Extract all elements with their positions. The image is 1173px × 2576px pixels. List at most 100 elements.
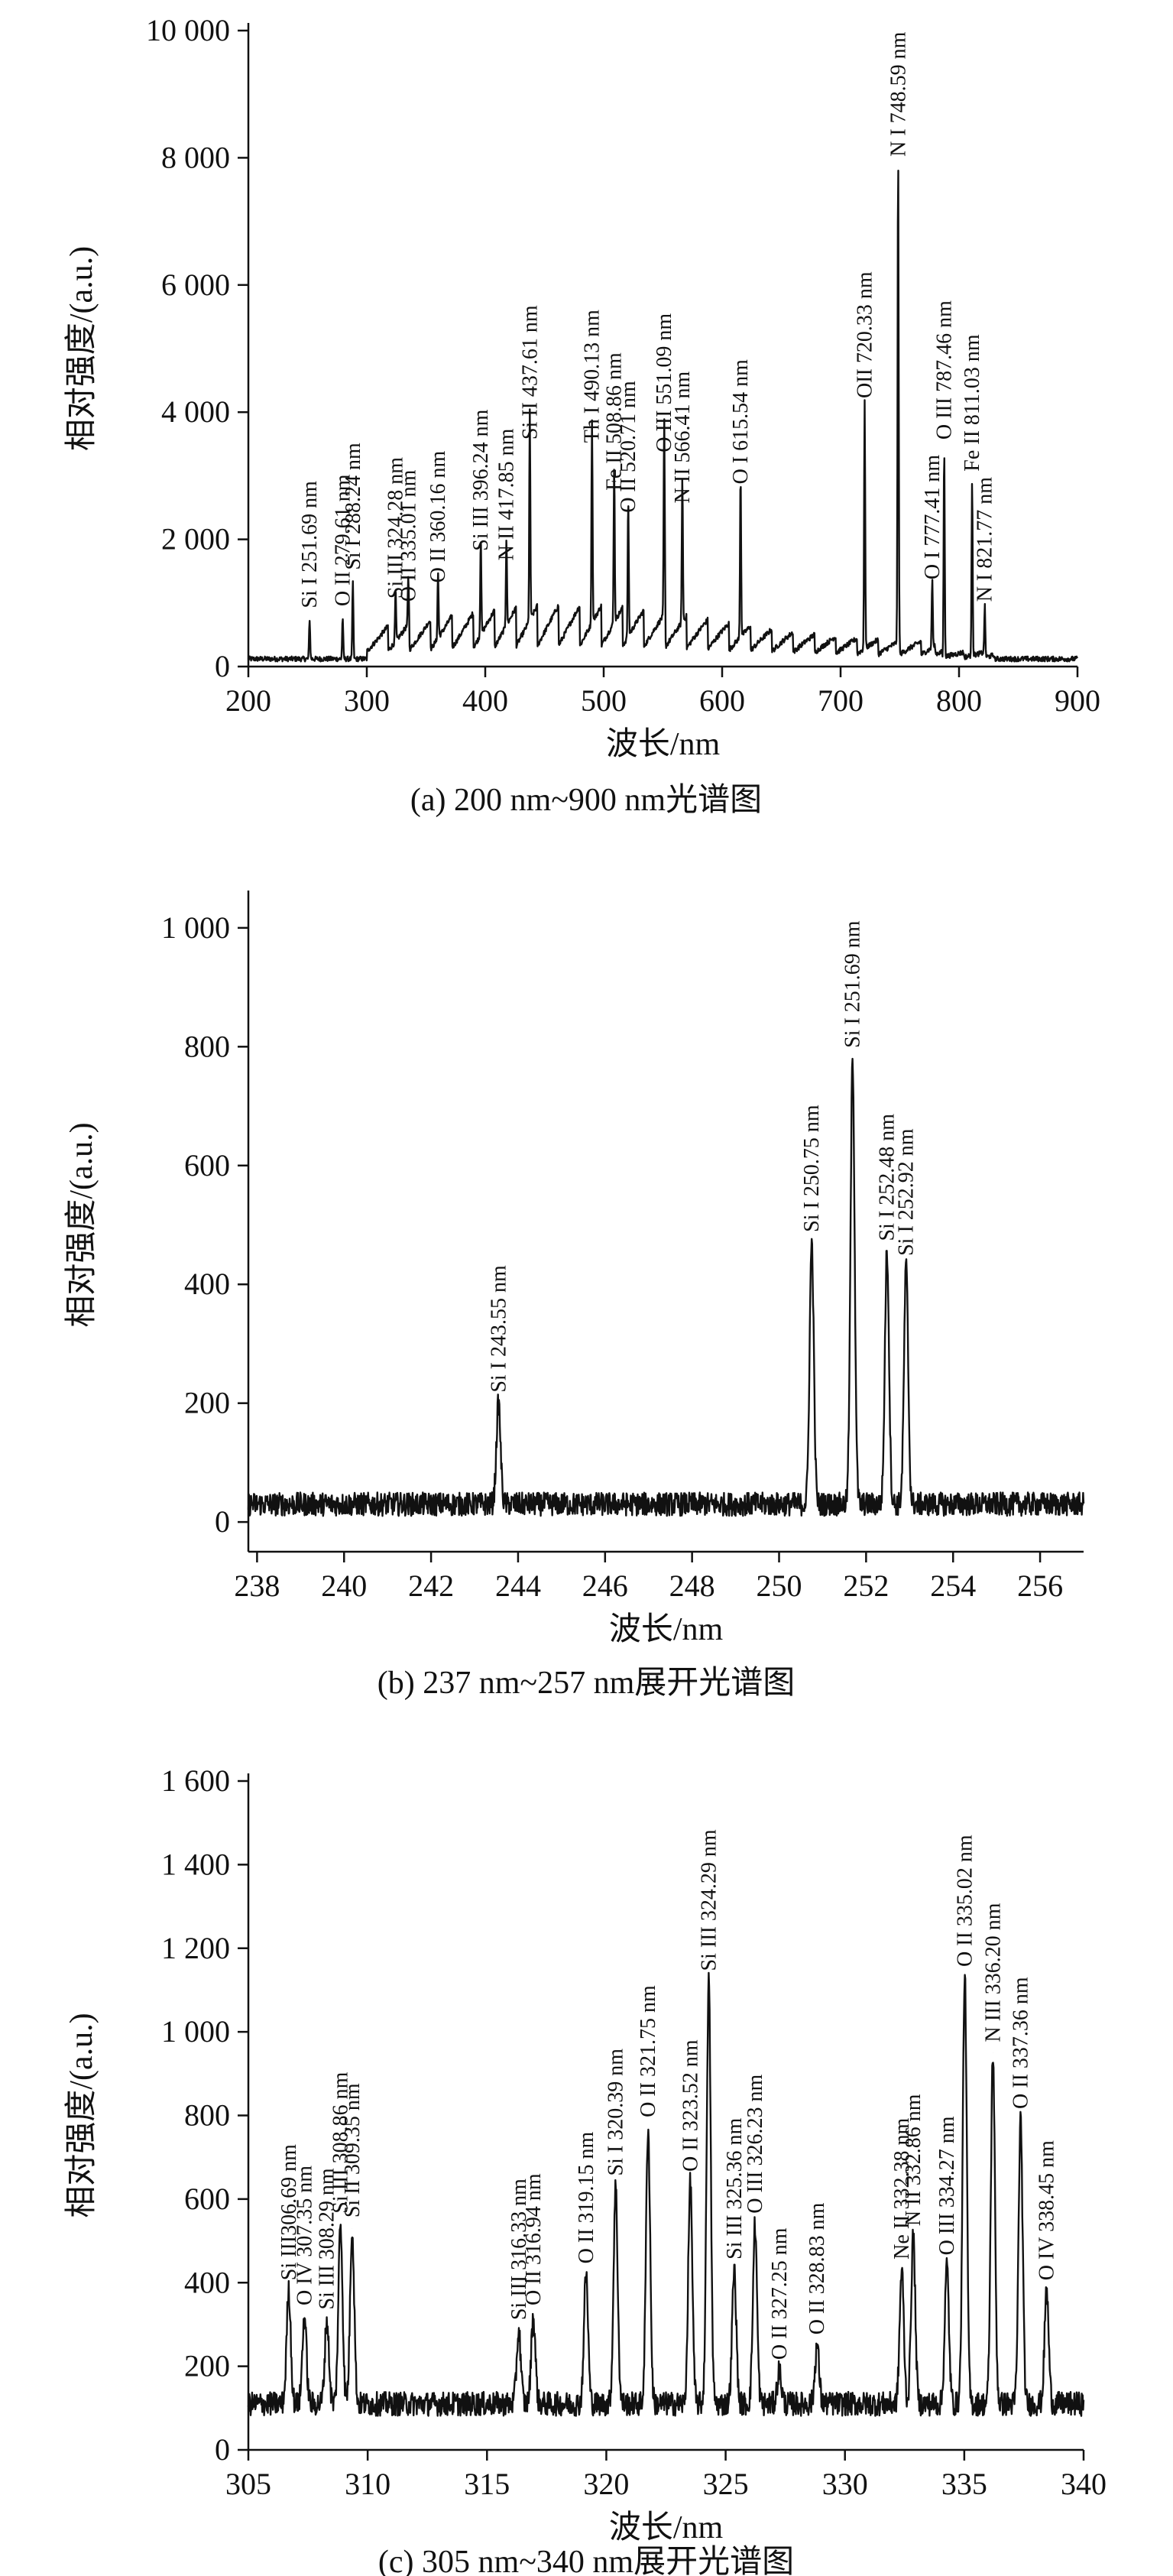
y-tick-label: 600 [184, 1148, 230, 1183]
peak-annotation: Si III 308.29 nm [316, 2168, 339, 2309]
peak-annotation: OII 720.33 nm [854, 271, 877, 398]
x-tick-label: 900 [1055, 683, 1100, 718]
y-tick-label: 800 [184, 1029, 230, 1063]
peak-annotation: O II 323.52 nm [679, 2039, 702, 2172]
x-axis-label: 波长/nm [609, 1612, 724, 1647]
peak-annotation: Si III306.69 nm [277, 2144, 301, 2280]
x-tick-label: 252 [843, 1569, 889, 1603]
x-tick-label: 340 [1061, 2467, 1107, 2501]
x-tick-label: 200 [225, 683, 271, 718]
x-tick-label: 500 [581, 683, 627, 718]
y-tick-label: 600 [184, 2182, 230, 2216]
peak-annotation: O I 615.54 nm [729, 359, 753, 485]
y-tick-label: 1 200 [161, 1931, 230, 1965]
panel-a: 200 300 400 500 600 700 800 900 0 2 000 4 000 6 000… [64, 13, 1100, 818]
peak-annotation: O II 321.75 nm [637, 1985, 660, 2117]
peak-annotation: O II 335.01 nm [397, 469, 420, 602]
peak-annotation: O III 334.27 nm [935, 2116, 959, 2255]
peak-annotation: Si III 324.28 nm [384, 457, 408, 599]
peak-annotation: Si II 437.61 nm [518, 305, 542, 440]
x-tick-label: 305 [225, 2467, 271, 2501]
peak-annotation: Si III 316.33 nm [507, 2179, 531, 2320]
panel-b: 238 240 242 244 246 248 250 252 254 256 0 200 400 600… [64, 891, 1085, 1701]
x-tick-label: 800 [936, 683, 982, 718]
peak-annotation: Si I 243.55 nm [487, 1265, 510, 1393]
x-tick-label: 242 [408, 1569, 454, 1603]
peak-annotation: O II 360.16 nm [426, 450, 450, 582]
peak-annotation: O II 328.83 nm [805, 2202, 829, 2334]
peak-annotation: Fe II 508.86 nm [603, 352, 627, 491]
spectrum-line [247, 1057, 1085, 1517]
peak-annotation: O I 777.41 nm [921, 455, 945, 580]
y-tick-label: 800 [184, 2098, 230, 2133]
peak-annotation: O IV 307.35 nm [293, 2166, 316, 2305]
peak-annotation: N II 332.86 nm [902, 2094, 925, 2226]
x-tick-label: 254 [930, 1569, 976, 1603]
y-tick-label: 1 600 [161, 1763, 230, 1798]
y-axis-label: 相对强度/(a.u.) [64, 246, 99, 451]
x-tick-label: 400 [462, 683, 508, 718]
x-tick-label: 600 [699, 683, 745, 718]
x-tick-label: 256 [1017, 1569, 1063, 1603]
x-tick-label: 250 [757, 1569, 802, 1603]
peak-annotation: Si I 320.39 nm [604, 2049, 628, 2176]
peak-annotation: O II 337.36 nm [1009, 1977, 1033, 2109]
y-tick-label: 4 000 [161, 394, 230, 429]
peak-annotation: Si I 251.69 nm [298, 481, 322, 608]
peak-annotation: Si III 308.86 nm [329, 2072, 353, 2213]
y-tick-label: 400 [184, 2265, 230, 2299]
peak-annotation: Si I 251.69 nm [841, 920, 865, 1048]
panel-c: 305 310 315 320 325 330 335 340 0 200 400 600 800 1 0… [64, 1763, 1107, 2576]
y-tick-label: 0 [215, 649, 230, 683]
peak-annotation: Si II 309.35 nm [341, 2083, 365, 2218]
peak-annotation: O IV 338.45 nm [1035, 2140, 1059, 2280]
x-tick-label: 246 [582, 1569, 628, 1603]
x-tick-label: 310 [345, 2467, 390, 2501]
spectrum-line [247, 1971, 1085, 2417]
y-tick-label: 200 [184, 1386, 230, 1420]
peak-annotation: O II 520.71 nm [617, 381, 640, 513]
x-axis-label: 波长/nm [609, 2510, 724, 2545]
peak-annotation: Si III 396.24 nm [469, 409, 493, 550]
x-tick-label: 325 [703, 2467, 749, 2501]
peak-annotation: Fe II 811.03 nm [961, 334, 984, 472]
y-tick-label: 400 [184, 1267, 230, 1301]
x-tick-label: 335 [941, 2467, 987, 2501]
y-tick-label: 200 [184, 2349, 230, 2383]
y-tick-label: 6 000 [161, 268, 230, 302]
panel-caption: (b) 237 nm~257 nm展开光谱图 [377, 1666, 796, 1701]
peak-annotation: Si I 250.75 nm [800, 1105, 824, 1232]
peak-annotation: Ne II 332.38 nm [890, 2118, 914, 2260]
y-tick-label: 10 000 [146, 13, 230, 47]
peak-annotation: O III 787.46 nm [933, 300, 957, 440]
peak-annotation: Th I 490.13 nm [581, 310, 604, 443]
y-tick-label: 2 000 [161, 522, 230, 556]
y-tick-label: 1 400 [161, 1847, 230, 1881]
peak-annotation: N III 336.20 nm [981, 1903, 1005, 2042]
panel-caption: (c) 305 nm~340 nm展开光谱图 [378, 2545, 794, 2576]
peak-annotation: Si I 252.92 nm [895, 1128, 919, 1256]
y-tick-label: 0 [215, 1504, 230, 1539]
y-axis-label: 相对强度/(a.u.) [64, 2013, 99, 2218]
x-tick-label: 240 [321, 1569, 367, 1603]
x-tick-label: 320 [583, 2467, 629, 2501]
peak-annotation: Si III 324.29 nm [697, 1829, 721, 1971]
peak-annotation: N I 748.59 nm [886, 31, 910, 157]
y-tick-label: 8 000 [161, 140, 230, 174]
peak-annotation: O II 335.02 nm [953, 1835, 977, 1967]
peak-annotation: O III 551.09 nm [653, 313, 676, 453]
x-tick-label: 300 [344, 683, 390, 718]
peak-annotation: N I 821.77 nm [974, 477, 997, 602]
x-tick-label: 315 [464, 2467, 510, 2501]
x-tick-label: 238 [234, 1569, 280, 1603]
peak-annotation: O III 326.23 nm [744, 2074, 767, 2213]
spectrum-line [247, 169, 1078, 663]
y-tick-label: 1 000 [161, 910, 230, 945]
panel-caption: (a) 200 nm~900 nm光谱图 [410, 783, 762, 818]
x-tick-label: 248 [669, 1569, 715, 1603]
x-tick-label: 244 [495, 1569, 541, 1603]
peak-annotation: O II 279.61 nm [331, 474, 355, 606]
x-axis-label: 波长/nm [606, 727, 721, 762]
y-tick-label: 0 [215, 2432, 230, 2467]
